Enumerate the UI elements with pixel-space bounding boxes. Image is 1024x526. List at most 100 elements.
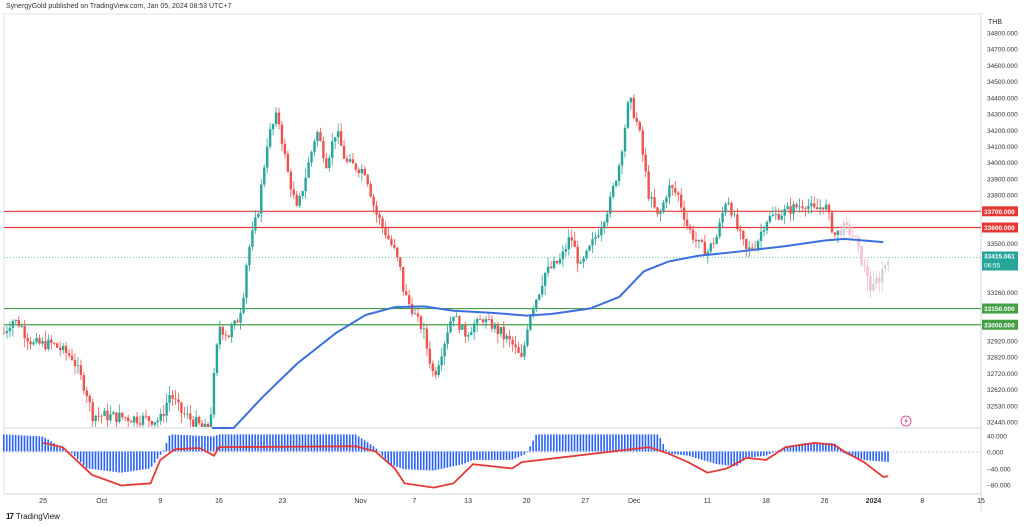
y-tick-label: 32720.000 — [987, 371, 1018, 378]
osc-bar — [700, 451, 703, 460]
osc-bar — [603, 434, 605, 452]
osc-bar — [408, 451, 410, 470]
candle-body — [251, 230, 254, 247]
y-tick-label: 33900.000 — [987, 176, 1018, 183]
candle-body — [606, 213, 609, 223]
osc-bar — [739, 451, 741, 464]
candle-body — [724, 204, 727, 213]
candle-body — [653, 197, 656, 208]
candle-body — [535, 299, 538, 309]
osc-bar — [387, 451, 390, 463]
candle-body — [5, 330, 9, 333]
candle-body — [331, 141, 334, 158]
candle-body — [668, 185, 671, 198]
osc-bar — [535, 434, 537, 452]
osc-bar — [736, 451, 738, 466]
candle-body — [404, 291, 408, 296]
candle-body — [561, 251, 565, 260]
osc-bar — [839, 449, 842, 452]
candle-body — [165, 402, 168, 416]
osc-bar — [798, 444, 801, 452]
candle-body — [493, 323, 497, 329]
candle-body — [540, 285, 544, 295]
candle-body — [53, 343, 56, 344]
osc-tick-label: −80.000 — [987, 483, 1011, 490]
osc-bar — [227, 434, 230, 452]
osc-bar — [594, 434, 597, 452]
osc-bar — [283, 434, 286, 452]
osc-bar — [204, 436, 206, 452]
candle-body — [558, 259, 562, 264]
x-tick-label: 9 — [158, 498, 162, 505]
candle-body — [603, 222, 606, 229]
candle-body — [517, 347, 520, 353]
candle-body — [597, 235, 600, 238]
level-tag — [982, 222, 1018, 233]
osc-bar — [697, 451, 700, 459]
candle-body — [886, 262, 890, 266]
candle-body — [458, 316, 461, 330]
candle-body — [650, 197, 653, 199]
osc-bar — [254, 434, 256, 452]
candle-body — [212, 373, 216, 415]
osc-bar — [76, 451, 79, 460]
candle-body — [839, 230, 843, 236]
osc-bar — [721, 451, 724, 465]
candle-body — [582, 258, 585, 263]
candle-body — [85, 390, 88, 397]
osc-bar — [467, 451, 469, 462]
x-tick-label: 18 — [762, 498, 770, 505]
brand[interactable]: 17 TradingView — [6, 512, 60, 521]
candle-body — [739, 229, 742, 231]
osc-bar — [692, 451, 694, 458]
osc-bar — [301, 434, 304, 452]
candle-body — [641, 130, 644, 155]
osc-bar — [242, 434, 245, 452]
candle-body — [372, 196, 375, 206]
candle-body — [115, 412, 118, 422]
candle-body — [97, 415, 100, 417]
moving-average-line — [212, 237, 884, 429]
level-label: 33150.000 — [984, 306, 1015, 313]
candle-body — [789, 206, 792, 214]
osc-bar — [872, 451, 874, 461]
candle-body — [180, 402, 183, 414]
candle-body — [532, 308, 535, 316]
candle-body — [588, 245, 591, 251]
candle-body — [765, 221, 769, 231]
candle-body — [248, 246, 251, 266]
osc-bar — [150, 451, 153, 467]
osc-bar — [381, 451, 384, 456]
osc-bar — [579, 434, 582, 452]
osc-bar — [245, 434, 248, 452]
candle-body — [434, 371, 437, 376]
candle-body — [715, 236, 718, 244]
candle-body — [422, 328, 426, 330]
candle-body — [138, 423, 142, 425]
candle-body — [271, 124, 275, 130]
candle-body — [727, 202, 730, 205]
candle-body — [316, 132, 319, 142]
osc-bar — [97, 451, 100, 470]
osc-bar — [292, 434, 295, 452]
candle-body — [665, 197, 668, 203]
candle-body — [221, 326, 225, 335]
candle-body — [756, 240, 760, 250]
candle-body — [47, 339, 50, 349]
osc-bar — [458, 451, 460, 466]
osc-bar — [189, 435, 191, 452]
osc-bar — [606, 434, 608, 452]
osc-bar — [555, 434, 558, 452]
osc-bar — [280, 434, 283, 452]
osc-bar — [127, 451, 129, 472]
candle-body — [810, 203, 813, 207]
osc-bar — [56, 444, 58, 452]
osc-bar — [136, 451, 138, 471]
candle-body — [82, 375, 86, 391]
osc-bar — [860, 451, 863, 460]
candle-body — [313, 141, 316, 152]
osc-bar — [266, 434, 268, 452]
osc-bar — [47, 439, 49, 452]
osc-bar — [878, 451, 880, 462]
osc-bar — [434, 451, 437, 471]
